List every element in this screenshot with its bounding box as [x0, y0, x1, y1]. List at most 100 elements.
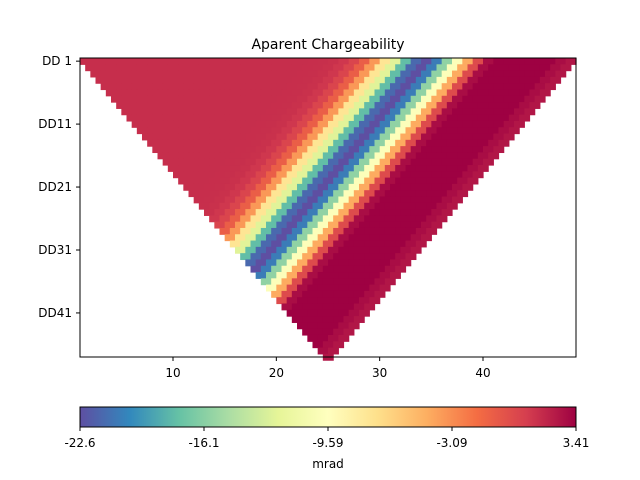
- heatmap-cell: [235, 183, 246, 191]
- heatmap-cell: [276, 171, 288, 179]
- heatmap-cell: [214, 183, 226, 191]
- heatmap-cell: [95, 64, 107, 72]
- heatmap-cell: [204, 70, 215, 78]
- heatmap-cell: [209, 165, 221, 172]
- heatmap-cell: [384, 265, 396, 273]
- heatmap-cell: [343, 265, 355, 273]
- heatmap-cell: [224, 234, 236, 242]
- heatmap-cell: [260, 152, 272, 160]
- heatmap-cell: [322, 114, 334, 122]
- heatmap-cell: [390, 70, 401, 78]
- heatmap-cell: [359, 309, 370, 317]
- heatmap-cell: [348, 309, 360, 317]
- heatmap-cell: [348, 322, 360, 330]
- heatmap-cell: [353, 227, 365, 235]
- heatmap-cell: [322, 328, 334, 336]
- heatmap-cell: [317, 246, 329, 254]
- heatmap-cell: [441, 209, 453, 216]
- heatmap-cell: [374, 253, 386, 261]
- heatmap-cell: [338, 108, 350, 116]
- y-tick-label: DD11: [38, 117, 72, 131]
- heatmap-cell: [328, 284, 339, 292]
- heatmap-cell: [235, 171, 246, 179]
- heatmap-cell: [240, 253, 252, 261]
- heatmap-cell: [260, 190, 272, 198]
- heatmap-cell: [193, 196, 205, 204]
- heatmap-cell: [198, 177, 210, 185]
- heatmap-cell: [271, 177, 283, 185]
- heatmap-cell: [173, 158, 184, 166]
- heatmap-cell: [369, 146, 381, 154]
- heatmap-cell: [353, 303, 365, 311]
- heatmap-cell: [524, 70, 536, 78]
- heatmap-cell: [333, 290, 345, 298]
- heatmap-cell: [343, 177, 355, 185]
- heatmap-cell: [116, 76, 128, 84]
- heatmap-cell: [338, 209, 350, 216]
- heatmap-cell: [322, 227, 334, 235]
- heatmap-cell: [369, 83, 381, 91]
- heatmap-cell: [297, 259, 308, 267]
- heatmap-cell: [105, 64, 117, 72]
- heatmap-cell: [374, 152, 386, 160]
- heatmap-cell: [374, 202, 386, 210]
- heatmap-cell: [255, 146, 267, 154]
- heatmap-cell: [198, 139, 210, 147]
- heatmap-cell: [271, 190, 283, 198]
- heatmap-cell: [281, 202, 293, 210]
- heatmap-cell: [224, 158, 236, 166]
- heatmap-cell: [224, 196, 236, 204]
- heatmap-cell: [276, 158, 288, 166]
- heatmap-cell: [348, 234, 360, 242]
- heatmap-cell: [240, 102, 252, 109]
- heatmap-cell: [395, 127, 407, 135]
- heatmap-cell: [307, 334, 319, 342]
- heatmap-cell: [452, 70, 463, 78]
- heatmap-cell: [348, 297, 360, 305]
- heatmap-cell: [250, 139, 262, 147]
- heatmap-cell: [348, 183, 360, 191]
- heatmap-cell: [152, 120, 164, 128]
- heatmap-cell: [240, 89, 252, 97]
- heatmap-cell: [436, 102, 448, 109]
- heatmap-cell: [390, 83, 401, 91]
- heatmap-cell: [286, 259, 298, 267]
- heatmap-cell: [281, 64, 293, 72]
- heatmap-cell: [266, 158, 277, 166]
- heatmap-cell: [255, 272, 267, 279]
- heatmap-cell: [147, 139, 159, 147]
- heatmap-cell: [266, 246, 277, 254]
- heatmap-cell: [183, 183, 195, 191]
- heatmap-cell: [364, 190, 376, 198]
- heatmap-cell: [384, 177, 396, 185]
- heatmap-cell: [426, 139, 438, 147]
- heatmap-cell: [317, 297, 329, 305]
- heatmap-cell: [317, 209, 329, 216]
- heatmap-cell: [400, 133, 412, 141]
- heatmap-cell: [255, 221, 267, 229]
- heatmap-cell: [286, 183, 298, 191]
- heatmap-cell: [291, 190, 303, 198]
- heatmap-cell: [240, 114, 252, 122]
- heatmap-cell: [245, 246, 257, 254]
- heatmap-cell: [204, 196, 215, 204]
- heatmap-cell: [359, 83, 370, 91]
- heatmap-cell: [328, 171, 339, 179]
- heatmap-cell: [219, 102, 231, 109]
- heatmap-cell: [121, 95, 133, 103]
- heatmap-cell: [405, 139, 417, 147]
- heatmap-cell: [111, 70, 122, 78]
- heatmap-cell: [384, 102, 396, 109]
- heatmap-cell: [483, 83, 494, 91]
- heatmap-cell: [250, 177, 262, 185]
- heatmap-cell: [297, 120, 308, 128]
- heatmap-cell: [219, 114, 231, 122]
- heatmap-cell: [359, 272, 370, 279]
- heatmap-cell: [198, 165, 210, 172]
- heatmap-cell: [276, 221, 288, 229]
- heatmap-cell: [555, 58, 567, 65]
- heatmap-cell: [307, 108, 319, 116]
- heatmap-cell: [224, 120, 236, 128]
- heatmap-cell: [312, 165, 324, 172]
- heatmap-cell: [100, 58, 112, 65]
